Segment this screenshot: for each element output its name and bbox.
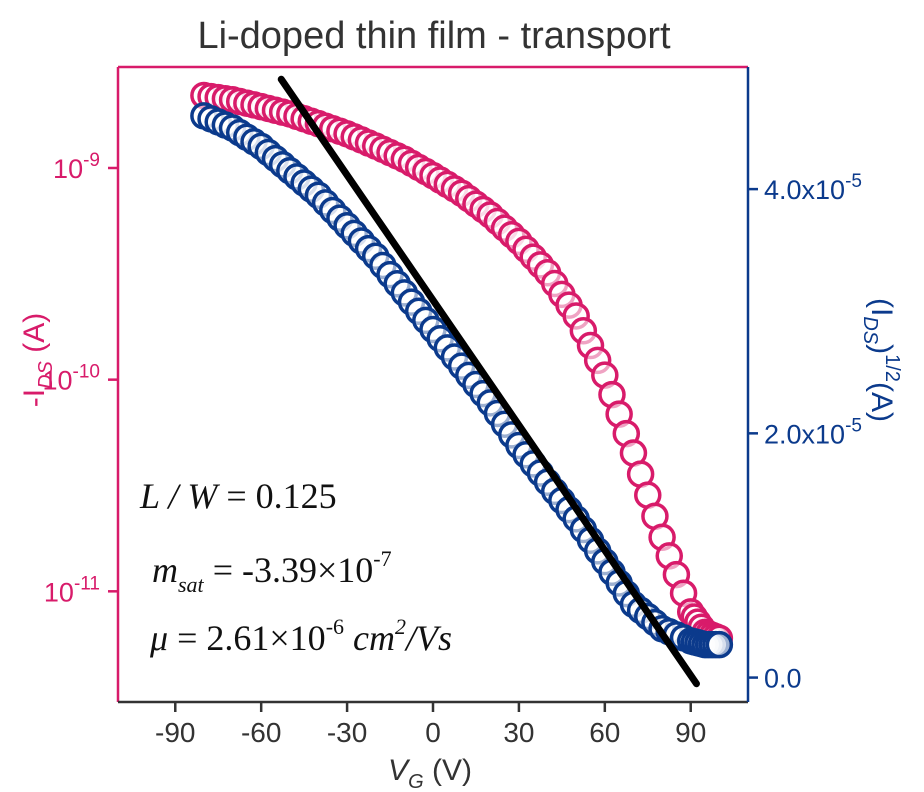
left-tick-label: 10-9 [53, 150, 100, 184]
linear-fit-line [277, 75, 700, 688]
right-axis-ticks: 4.0x10-5 2.0x10-5 0.0 [748, 171, 862, 694]
left-tick-label: 10-11 [44, 573, 100, 607]
right-tick-label: 4.0x10-5 [764, 171, 862, 205]
right-tick-label: 0.0 [764, 664, 802, 694]
data-point [705, 630, 734, 659]
x-tick-label: 60 [589, 717, 620, 748]
right-tick-label: 2.0x10-5 [764, 415, 862, 449]
x-tick-label: -60 [241, 717, 281, 748]
x-tick-label: 90 [675, 717, 706, 748]
annotation-mobility: μ = 2.61×10-6 cm2/Vs [149, 614, 452, 658]
x-tick-label: -30 [327, 717, 367, 748]
x-tick-label: 30 [503, 717, 534, 748]
linear-fit-line-group [277, 75, 700, 688]
x-axis-ticks: -90 -60 -30 0 30 60 90 [155, 702, 706, 748]
x-tick-label: -90 [155, 717, 195, 748]
x-axis-label: VG (V) [388, 754, 472, 792]
left-tick-label: 10-10 [42, 362, 100, 396]
series-ids-sqrt [190, 102, 734, 659]
y-axis-left-label: -IDS (A) [18, 313, 57, 407]
y-axis-right-label: (IDS)1/2(A) [859, 298, 903, 422]
x-tick-label: 0 [425, 717, 441, 748]
annotation-msat: msat = -3.39×10-7 [152, 546, 392, 597]
left-axis-ticks: 10-9 10-10 10-11 [42, 150, 118, 607]
chart-title: Li-doped thin film - transport [197, 15, 671, 57]
annotation-lw: L / W = 0.125 [139, 476, 337, 516]
